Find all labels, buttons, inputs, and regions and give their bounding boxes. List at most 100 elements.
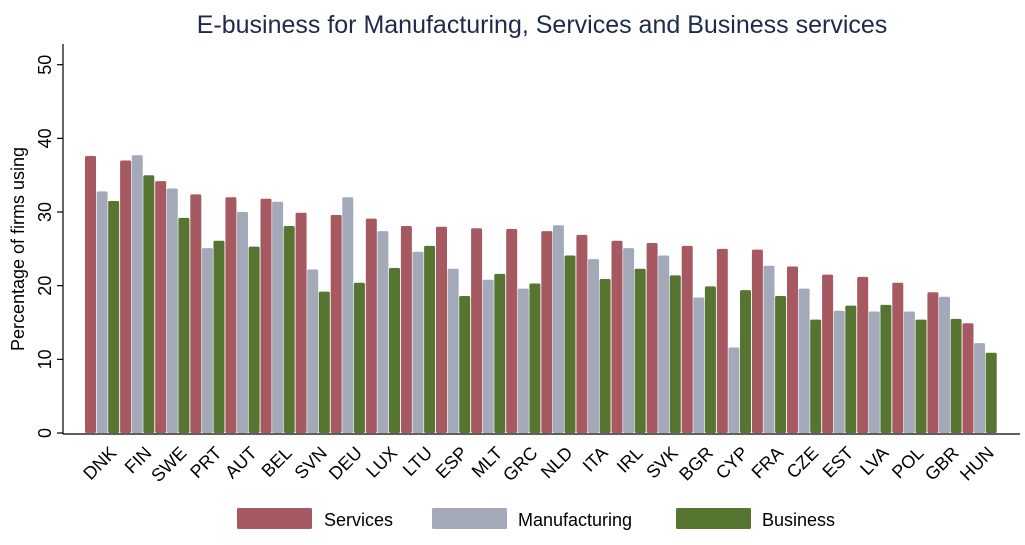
x-tick-label: LUX [362, 443, 401, 482]
bar-manufacturing-bgr [693, 297, 705, 433]
bar-business-swe [178, 217, 190, 433]
bar-business-deu [353, 282, 365, 433]
bar-manufacturing-mlt [482, 279, 494, 433]
x-tick-label: CYP [712, 443, 752, 483]
bar-manufacturing-irl [623, 248, 635, 433]
bar-manufacturing-fra [763, 265, 775, 433]
x-tick-label: GBR [921, 443, 963, 485]
bar-manufacturing-svn [307, 269, 319, 433]
bar-manufacturing-cyp [728, 347, 740, 433]
bar-business-svn [318, 291, 330, 433]
bar-business-fin [143, 175, 155, 433]
bar-manufacturing-esp [447, 268, 459, 433]
bar-services-cze [787, 266, 798, 433]
bar-manufacturing-grc [517, 288, 529, 433]
y-tick-label: 50 [35, 55, 55, 75]
bar-services-aut [225, 197, 237, 433]
x-tick-label: BGR [675, 443, 717, 485]
bar-business-pol [915, 319, 927, 433]
bar-business-gbr [950, 318, 962, 433]
x-tick-label: SWE [147, 443, 190, 486]
x-tick-label: ESP [432, 443, 472, 483]
legend-item-manufacturing: Manufacturing [432, 508, 632, 530]
bar-services-hun [962, 323, 974, 433]
x-tick-label: MLT [468, 443, 507, 482]
bar-business-svk [669, 275, 681, 433]
bar-business-cze [810, 319, 822, 433]
bar-manufacturing-ita [588, 259, 599, 433]
legend-item-business: Business [676, 508, 835, 530]
bar-business-dnk [108, 200, 120, 433]
bar-manufacturing-lva [868, 311, 880, 433]
bar-manufacturing-est [833, 310, 845, 433]
bar-services-esp [436, 226, 447, 433]
bar-business-esp [459, 295, 471, 433]
legend-label: Services [324, 510, 393, 530]
bar-business-ltu [424, 245, 436, 433]
bar-services-bgr [681, 245, 693, 433]
bar-services-deu [330, 214, 342, 433]
bar-business-cyp [740, 290, 751, 433]
x-tick-label: LTU [399, 443, 436, 480]
bar-services-swe [155, 181, 167, 433]
bar-business-ita [599, 279, 611, 433]
bar-business-bgr [704, 286, 716, 433]
x-tick-label: DNK [79, 443, 120, 484]
x-tick-label: NLD [537, 443, 577, 483]
x-tick-label: GRC [499, 443, 541, 485]
bar-services-fra [751, 249, 763, 433]
bar-services-lux [365, 218, 377, 433]
legend-swatch [432, 508, 507, 529]
bar-services-ita [576, 234, 588, 433]
bar-business-hun [985, 352, 997, 433]
x-tick-label: AUT [221, 443, 261, 483]
x-axis: DNK FINSWEPRTAUTBELSVNDEULUXLTUESPMLTGRCN… [63, 433, 1020, 486]
bar-business-prt [213, 240, 225, 433]
bar-services-fin [120, 160, 132, 433]
y-tick-label: 30 [35, 202, 55, 222]
bar-services-gbr [927, 292, 939, 433]
bar-manufacturing-lux [377, 231, 389, 433]
bar-services-prt [190, 194, 202, 433]
bar-manufacturing-nld [552, 225, 564, 433]
bar-manufacturing-hun [974, 343, 986, 433]
bar-business-lva [880, 304, 892, 433]
y-axis: 0 10 20 30 40 50 [35, 44, 64, 438]
x-tick-label: POL [888, 443, 928, 483]
x-tick-label: SVK [642, 443, 682, 483]
y-tick-label: 0 [35, 428, 55, 438]
x-tick-label: EST [818, 443, 857, 482]
legend-label: Business [762, 510, 835, 530]
bar-services-est [822, 274, 834, 433]
legend-item-services: Services [237, 508, 393, 530]
y-axis-label: Percentage of firms using [8, 147, 28, 351]
x-tick-label: FRA [748, 443, 788, 483]
bar-manufacturing-gbr [939, 296, 950, 433]
bar-manufacturing-prt [201, 248, 213, 433]
y-tick-label: 10 [35, 349, 55, 369]
bar-services-irl [611, 240, 623, 433]
bar-services-svk [646, 242, 658, 433]
chart-title: E-business for Manufacturing, Services a… [197, 11, 888, 39]
x-tick-label: LVA [856, 443, 892, 479]
bar-manufacturing-swe [166, 188, 178, 433]
bar-manufacturing-bel [272, 201, 284, 433]
x-tick-label: IRL [613, 443, 647, 477]
bar-business-nld [564, 255, 576, 433]
bar-manufacturing-fin [131, 155, 143, 433]
bars [85, 155, 997, 434]
x-tick-label: SVN [291, 443, 331, 483]
legend: Services Manufacturing Business [237, 508, 835, 530]
bar-business-fra [775, 295, 787, 433]
bar-business-mlt [494, 273, 506, 433]
bar-manufacturing-cze [798, 288, 810, 433]
x-tick-label: ITA [579, 443, 612, 476]
bar-manufacturing-deu [342, 197, 354, 433]
bar-business-est [845, 305, 857, 433]
bar-manufacturing-dnk [96, 191, 108, 433]
y-tick-label: 20 [35, 276, 55, 296]
bar-manufacturing-svk [658, 255, 670, 433]
x-tick-label: PRT [186, 443, 225, 482]
bar-manufacturing-aut [237, 212, 248, 433]
bar-services-svn [295, 212, 307, 433]
